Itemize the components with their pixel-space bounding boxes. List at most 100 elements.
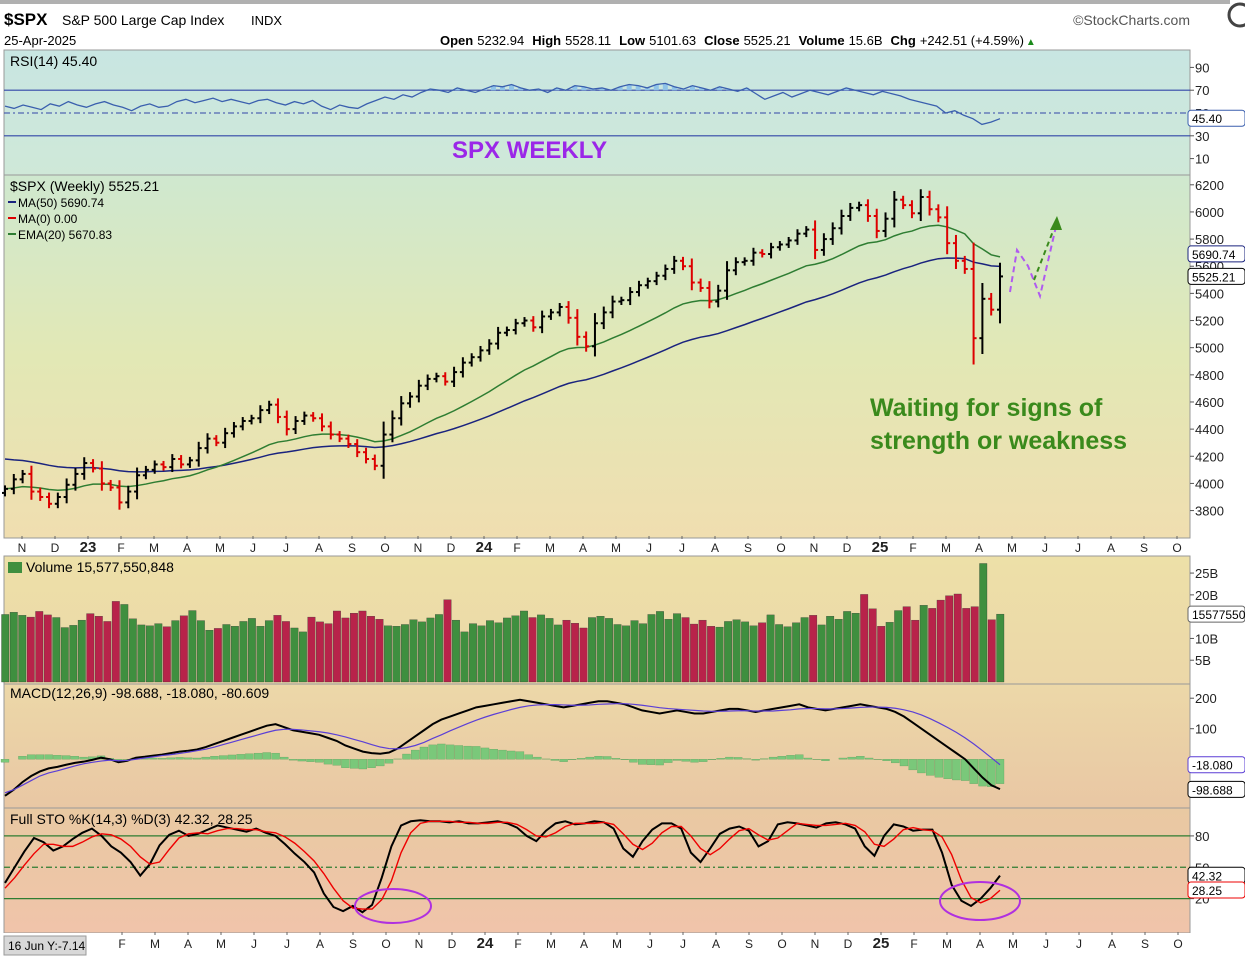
volume-bar bbox=[809, 615, 818, 683]
price-bar bbox=[539, 310, 546, 334]
volume-bar bbox=[9, 612, 18, 683]
price-bar bbox=[512, 318, 519, 335]
price-tick-10: 4200 bbox=[1195, 449, 1224, 464]
macd-hist-bar bbox=[620, 759, 629, 760]
month-bottom-28: J bbox=[1043, 937, 1049, 951]
price-bar bbox=[741, 257, 748, 266]
volume-icon bbox=[8, 562, 22, 573]
volume-tick-0: 25B bbox=[1195, 566, 1218, 581]
macd-hist-bar bbox=[44, 754, 53, 760]
price-bar bbox=[706, 281, 713, 309]
volume-bar bbox=[962, 608, 971, 683]
macd-hist-bar bbox=[472, 746, 481, 760]
volume-bar bbox=[384, 625, 392, 683]
price-bar bbox=[283, 410, 290, 436]
volume-bar bbox=[103, 621, 112, 683]
macd-hist-bar bbox=[699, 759, 708, 762]
month-bottom-26: A bbox=[976, 937, 984, 951]
sto-d-tag-box bbox=[1187, 881, 1245, 899]
macd-hist-bar bbox=[655, 759, 664, 766]
price-bar bbox=[186, 456, 193, 468]
month-top-11: O bbox=[380, 541, 389, 555]
month-bottom-0: F bbox=[118, 937, 125, 951]
volume-bar bbox=[741, 621, 750, 683]
macd-signal-tag-box bbox=[1187, 756, 1245, 774]
status-text: 16 Jun Y:-7.14 bbox=[8, 939, 86, 953]
volume-bar bbox=[537, 614, 545, 683]
sto-k-tag: 42.32 bbox=[1187, 866, 1245, 884]
macd-hist-bar bbox=[437, 743, 446, 760]
macd-hist-bar bbox=[428, 744, 437, 760]
price-bar bbox=[407, 392, 414, 408]
price-bar bbox=[873, 208, 880, 239]
volume-last-tag-box bbox=[1187, 605, 1245, 623]
month-bottom-17: J bbox=[680, 937, 686, 951]
volume-bar bbox=[392, 626, 401, 683]
volume-bar bbox=[996, 613, 1005, 683]
price-bar bbox=[944, 206, 951, 255]
price-bar bbox=[591, 313, 598, 357]
price-bar bbox=[644, 277, 651, 289]
rsi-line bbox=[4, 82, 1001, 126]
macd-hist-bar bbox=[777, 756, 786, 760]
macd-hist-bar bbox=[908, 759, 917, 771]
volume-bar bbox=[936, 599, 945, 683]
price-bar bbox=[565, 301, 572, 324]
month-top-7: J bbox=[250, 541, 256, 555]
price-bar bbox=[63, 478, 70, 504]
month-bottom-10: D bbox=[448, 937, 457, 951]
macd-hist-bar bbox=[27, 754, 36, 760]
price-bar bbox=[785, 236, 792, 248]
price-bar bbox=[768, 242, 775, 259]
month-top-35: O bbox=[1172, 541, 1181, 555]
volume-bar bbox=[792, 622, 801, 683]
macd-hist-bar bbox=[463, 745, 472, 760]
top-right-icon[interactable] bbox=[1227, 2, 1245, 28]
price-bar bbox=[19, 469, 26, 484]
volume-bar bbox=[511, 615, 520, 683]
macd-tick-0: 200 bbox=[1195, 691, 1217, 706]
macd-hist-bar bbox=[184, 757, 193, 760]
macd-hist-bar bbox=[864, 757, 874, 760]
price-bar bbox=[160, 460, 167, 471]
volume-bar bbox=[452, 619, 460, 683]
quote-row: Open 5232.94 High 5528.11 Low 5101.63 Close 552… bbox=[440, 33, 1036, 48]
price-bar bbox=[204, 433, 211, 454]
macd-hist-bar bbox=[707, 759, 717, 760]
volume-bar bbox=[928, 608, 937, 683]
rsi-last-tag: 45.40 bbox=[1187, 109, 1245, 127]
price-bar bbox=[274, 398, 281, 424]
volume-bar bbox=[281, 621, 290, 683]
month-top-6: M bbox=[215, 541, 225, 555]
volume-bar bbox=[724, 621, 733, 683]
volume-bar bbox=[877, 626, 886, 683]
macd-hist-bar bbox=[280, 756, 289, 760]
price-tick-12: 3800 bbox=[1195, 504, 1224, 519]
volume-bar bbox=[94, 616, 103, 683]
volume-bar bbox=[605, 618, 613, 683]
price-legend-1: MA(0) 0.00 bbox=[18, 212, 78, 226]
month-bottom-2: A bbox=[184, 937, 192, 951]
month-bottom-4: J bbox=[251, 937, 257, 951]
index-name: S&P 500 Large Cap Index bbox=[62, 12, 224, 28]
price-bar bbox=[248, 414, 255, 425]
month-top-21: A bbox=[711, 541, 719, 555]
volume-bar bbox=[945, 595, 954, 683]
symbol: $SPX bbox=[4, 10, 48, 29]
macd-hist-bar bbox=[847, 756, 856, 760]
rsi-tick-0: 90 bbox=[1195, 60, 1209, 75]
macd-hist-bar bbox=[768, 756, 778, 760]
month-bottom-11: 24 bbox=[477, 935, 494, 952]
volume-bar bbox=[426, 617, 435, 683]
quote-label-4: Volume bbox=[799, 33, 845, 48]
month-top-8: J bbox=[283, 541, 289, 555]
price-bar bbox=[389, 410, 396, 443]
macd-hist-bar bbox=[576, 758, 586, 760]
volume-bar bbox=[69, 625, 78, 683]
rsi-tick-4: 10 bbox=[1195, 152, 1209, 167]
volume-bar bbox=[979, 563, 988, 683]
price-bar bbox=[662, 264, 669, 281]
macd-hist-bar bbox=[882, 759, 891, 761]
marks-layer bbox=[0, 82, 1005, 914]
price-bar bbox=[970, 242, 977, 365]
